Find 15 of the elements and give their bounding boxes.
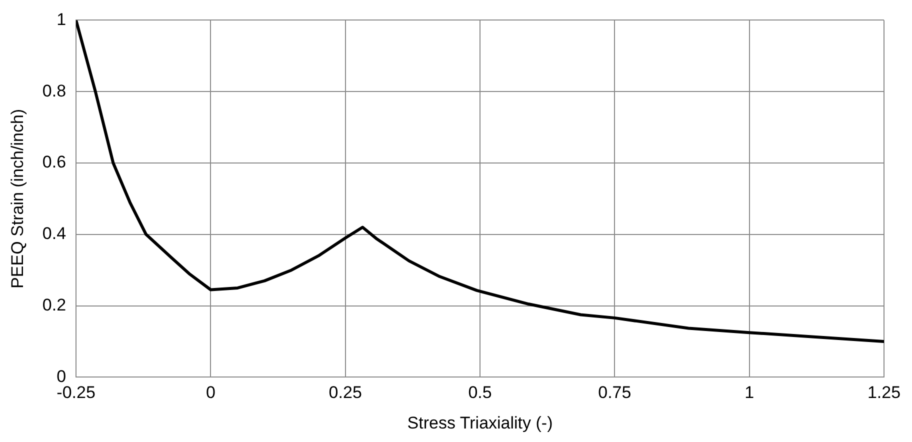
x-tick-label: 1 (744, 383, 754, 402)
y-tick-label: 0 (56, 366, 66, 386)
x-tick-label: 0.25 (328, 383, 362, 402)
x-axis-title: Stress Triaxiality (-) (407, 413, 553, 432)
x-tick-label: 0.5 (468, 383, 492, 402)
y-tick-label: 0.4 (42, 224, 66, 244)
y-axis-title: PEEQ Strain (inch/inch) (8, 108, 27, 288)
x-tick-label: -0.25 (56, 383, 96, 402)
x-tick-label: 0 (206, 383, 216, 402)
y-tick-label: 0.6 (42, 152, 66, 172)
y-tick-label: 0.2 (42, 295, 66, 314)
y-tick-label: 0.8 (42, 81, 66, 100)
x-tick-label: 0.75 (598, 383, 632, 402)
x-tick-label: 1.25 (867, 383, 901, 402)
y-tick-label: 1 (56, 10, 66, 29)
